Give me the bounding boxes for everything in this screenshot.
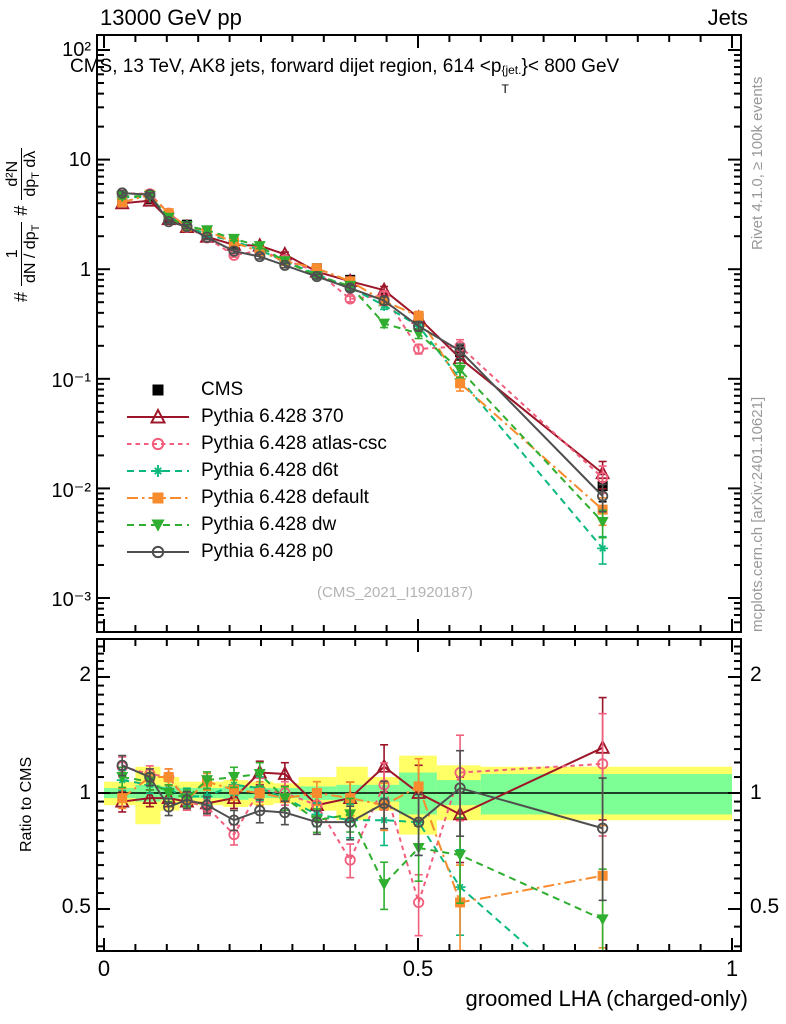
analysis-id-watermark: (CMS_2021_I1920187) <box>317 584 473 601</box>
plot-title: CMS, 13 TeV, AK8 jets, forward dijet reg… <box>70 56 620 96</box>
y-tick-1e-2: 10⁻² <box>51 480 91 502</box>
y-tick-1e-3: 10⁻³ <box>51 589 91 611</box>
x-axis-title: groomed LHA (charged-only) <box>465 986 748 1011</box>
ratio-tick-1-left: 1 <box>79 781 91 804</box>
legend-marker-pythia-p0 <box>127 545 189 559</box>
plot-title-post: }< 800 GeV <box>521 56 620 77</box>
y-tick-1e-1: 10⁻¹ <box>51 370 91 392</box>
legend-marker-pythia-default <box>127 492 189 504</box>
ratio-tick-2-left: 2 <box>79 663 91 686</box>
legend-marker-pythia-d6t <box>127 465 189 477</box>
legend-label: Pythia 6.428 dw <box>201 514 337 535</box>
ratio-tick-2-right: 2 <box>750 663 762 686</box>
plot-title-supsub: {jet. T <box>501 63 522 96</box>
y-tick-1e2: 10² <box>62 39 91 61</box>
ratio-tick-05-left: 0.5 <box>61 895 91 918</box>
legend-item-pythia-default: Pythia 6.428 default <box>125 485 369 511</box>
ratio-tick-1-right: 1 <box>750 781 762 804</box>
legend-item-pythia-370: Pythia 6.428 370 <box>125 404 344 430</box>
ratio-tick-05-right: 0.5 <box>750 895 780 918</box>
legend-item-pythia-d6t: Pythia 6.428 d6t <box>125 458 338 484</box>
legend-marker-cms <box>152 384 164 396</box>
legend-item-pythia-atlas-csc: Pythia 6.428 atlas-csc <box>125 431 387 457</box>
y-tick-1e1: 10 <box>68 149 91 171</box>
y-tick-1: 1 <box>79 259 91 281</box>
analysis-group-label: Jets <box>707 5 748 30</box>
mcplots-arxiv-note: mcplots.cern.ch [arXiv:2401.10621] <box>749 396 766 632</box>
ratio-y-axis-label: Ratio to CMS <box>18 756 35 852</box>
legend-label: Pythia 6.428 atlas-csc <box>201 433 387 454</box>
plot-title-pre: CMS, 13 TeV, AK8 jets, forward dijet reg… <box>70 56 502 77</box>
legend-label: Pythia 6.428 p0 <box>201 541 334 562</box>
x-tick-1: 1 <box>725 956 739 981</box>
legend-marker-pythia-370 <box>127 408 189 424</box>
legend-marker-pythia-atlas-csc <box>127 437 189 451</box>
legend-label: Pythia 6.428 d6t <box>201 460 339 481</box>
legend-item-cms: CMS <box>125 377 243 403</box>
beam-energy-label: 13000 GeV pp <box>100 5 242 30</box>
legend-marker-pythia-dw <box>127 519 189 532</box>
legend-label: Pythia 6.428 default <box>201 487 369 508</box>
legend-item-pythia-dw: Pythia 6.428 dw <box>125 512 336 538</box>
rivet-version-note: Rivet 4.1.0, ≥ 100k events <box>749 76 766 250</box>
x-tick-05: 0.5 <box>402 956 434 981</box>
x-tick-0: 0 <box>97 956 111 981</box>
legend-item-pythia-p0: Pythia 6.428 p0 <box>125 539 333 565</box>
legend-label: CMS <box>201 379 244 400</box>
legend-label: Pythia 6.428 370 <box>201 406 344 427</box>
